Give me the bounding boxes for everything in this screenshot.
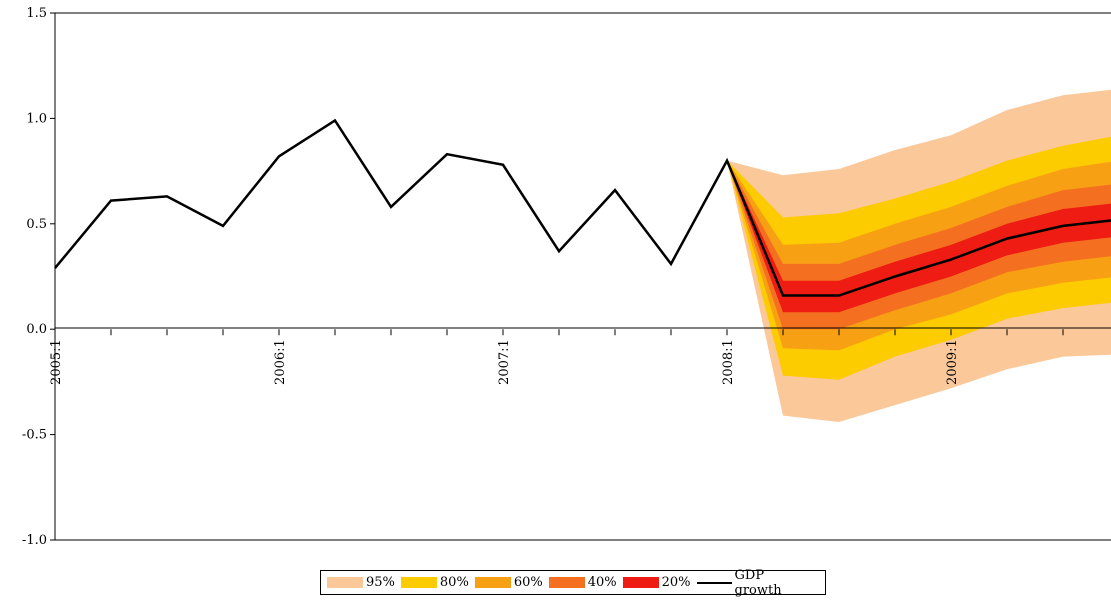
- y-tick-label: -0.5: [22, 428, 47, 443]
- legend-label: 40%: [587, 575, 617, 590]
- fan-band-20pct: [727, 160, 1111, 313]
- legend-color-swatch: [400, 577, 437, 588]
- x-tick-label: 2005:1: [49, 339, 64, 385]
- legend-color-swatch: [327, 577, 363, 588]
- series-line-gdp-growth: [54, 118, 1111, 297]
- legend-color-swatch: [622, 577, 659, 588]
- x-tick-label: 2008:1: [721, 339, 736, 385]
- y-tick-label: 1.5: [26, 6, 47, 21]
- y-tick-label: 1.0: [26, 111, 47, 126]
- legend: 95% 80% 60% 40% 20% GDP growth: [320, 567, 826, 598]
- legend-color-swatch: [548, 577, 585, 588]
- series-lines: [54, 118, 1111, 297]
- legend-item: 95%: [327, 575, 395, 590]
- y-tick-label: -1.0: [22, 533, 47, 548]
- legend-item: 40%: [548, 575, 617, 590]
- legend-label: 80%: [439, 575, 469, 590]
- legend-item: 20%: [622, 575, 691, 590]
- axes: [54, 12, 1111, 541]
- legend-item: 80%: [400, 575, 469, 590]
- x-tick-label: 2007:1: [497, 339, 512, 385]
- legend-color-swatch: [474, 577, 511, 588]
- y-ticks: -1.0 -0.5 0.0 0.5 1.0 1.5: [22, 6, 55, 548]
- legend-line-swatch: [696, 581, 732, 584]
- legend-item: 60%: [474, 575, 543, 590]
- y-tick-label: 0.0: [26, 322, 47, 337]
- fan-bands: [727, 89, 1111, 422]
- legend-label: 20%: [661, 575, 691, 590]
- legend-label: 60%: [513, 575, 543, 590]
- x-tick-label: 2009:1: [945, 339, 960, 385]
- x-ticks: 2005:1 2006:1 2007:1 2008:1 2009:1: [49, 329, 1064, 385]
- x-tick-label: 2006:1: [273, 339, 288, 385]
- y-tick-label: 0.5: [26, 217, 47, 232]
- legend-label: GDP growth: [734, 567, 782, 598]
- legend-label: 95%: [366, 575, 395, 590]
- legend-item: GDP growth: [696, 567, 813, 598]
